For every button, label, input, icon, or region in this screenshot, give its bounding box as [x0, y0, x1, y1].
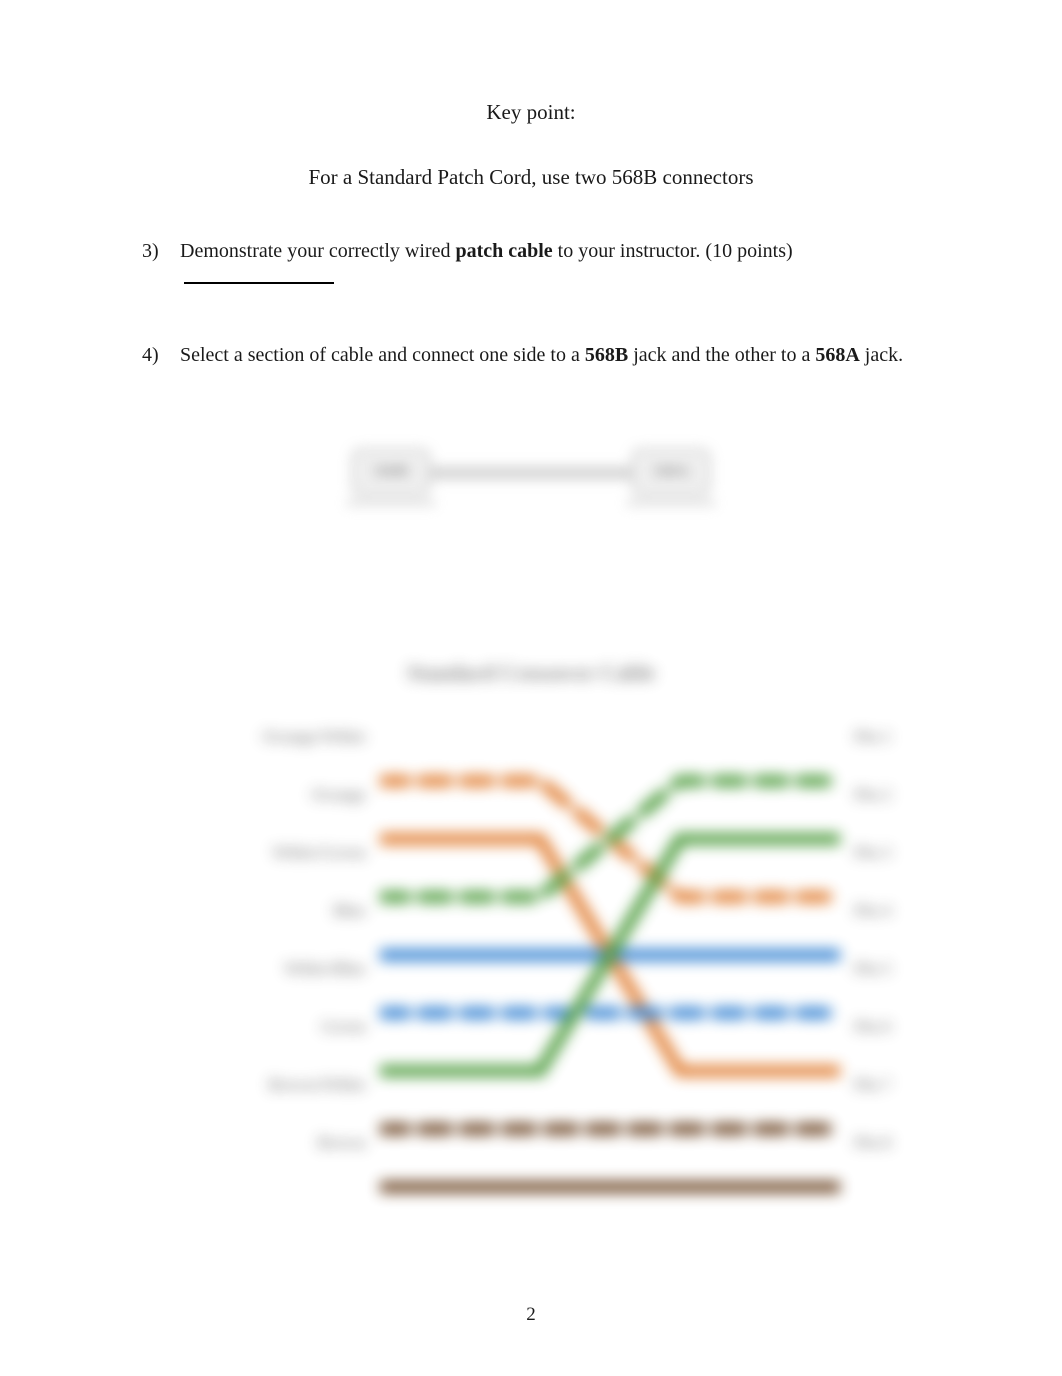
text: to your instructor. (10 points) [553, 240, 793, 262]
list-item: 4) Select a section of cable and connect… [130, 340, 932, 370]
list-number: 3) [130, 236, 180, 296]
list-body: Select a section of cable and connect on… [180, 340, 932, 370]
wire-pin-right: Pin 7 [840, 1075, 930, 1095]
text: Select a section of cable and connect on… [180, 344, 585, 366]
bold-text: patch cable [455, 240, 552, 262]
bold-text: 568A [815, 344, 859, 366]
wire-label-left: Orange [130, 785, 380, 805]
crossover-diagram: Standard Crossover Cable Orange/White Pin… [130, 660, 932, 1172]
wire-pin-right: Pin 3 [840, 843, 930, 863]
text: Demonstrate your correctly wired [180, 240, 455, 262]
connector-underline [346, 500, 436, 506]
diagram-wires-svg [380, 752, 840, 1216]
page-subheading: For a Standard Patch Cord, use two 568B … [130, 165, 932, 190]
list-number: 4) [130, 340, 180, 370]
connector-cable [421, 466, 641, 480]
text: jack and the other to a [628, 344, 815, 366]
wire-pin-right: Pin 8 [840, 1133, 930, 1153]
list-item: 3) Demonstrate your correctly wired patc… [130, 236, 932, 296]
connector-label-left: 568B [374, 463, 409, 481]
diagram-rows: Orange/White Pin 1 Orange Pin 2 White/Green P… [130, 708, 932, 1172]
blank-line [184, 282, 334, 284]
connector-plug-right: 568A [631, 448, 711, 496]
wire-label-left: White/Blue [130, 959, 380, 979]
text: jack. [860, 344, 903, 366]
connector-label-right: 568A [653, 463, 689, 481]
connector-underline [626, 500, 716, 506]
wire-pin-right: Pin 6 [840, 1017, 930, 1037]
wire-label-left: Brown/White [130, 1075, 380, 1095]
diagram-title: Standard Crossover Cable [130, 660, 932, 686]
wire-pin-right: Pin 4 [840, 901, 930, 921]
wire-label-left: White/Green [130, 843, 380, 863]
wire-label-left: Blue [130, 901, 380, 921]
wire-label-left: Brown [130, 1133, 380, 1153]
connector-figure: 568B 568A [351, 430, 711, 520]
wire-pin-right: Pin 1 [840, 727, 930, 747]
wire-pin-right: Pin 2 [840, 785, 930, 805]
wire-pin-right: Pin 5 [840, 959, 930, 979]
wire-label-left: Orange/White [130, 727, 380, 747]
bold-text: 568B [585, 344, 628, 366]
page-heading: Key point: [130, 100, 932, 125]
list-body: Demonstrate your correctly wired patch c… [180, 236, 932, 296]
connector-plug-left: 568B [351, 448, 431, 496]
wire-label-left: Green [130, 1017, 380, 1037]
page-number: 2 [0, 1304, 1062, 1326]
